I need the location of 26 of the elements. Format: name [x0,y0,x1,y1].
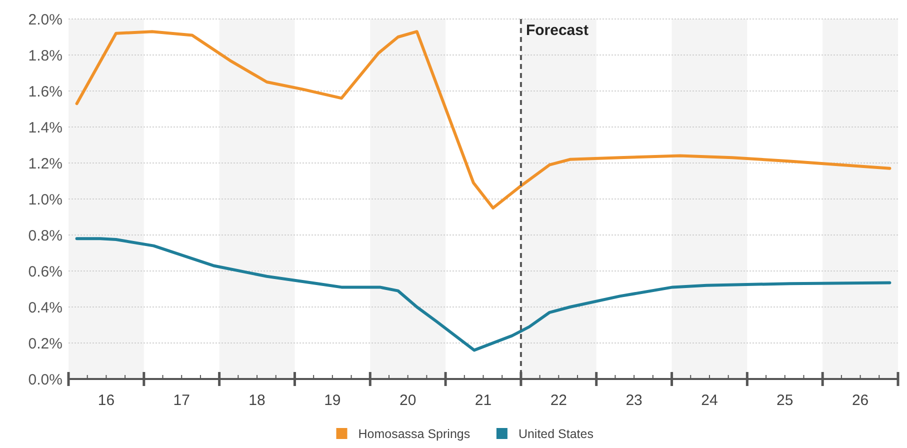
x-tick-label: 20 [399,392,416,409]
y-tick-label: 0.8% [28,227,62,244]
x-tick-label: 25 [776,392,794,409]
y-tick-label: 1.4% [28,119,62,136]
legend-label: United States [518,427,594,441]
line-series [75,237,892,352]
x-tick-label: 16 [98,392,115,409]
ref-line-label: Forecast [526,22,588,39]
x-tick-label: 17 [173,392,190,409]
y-tick-label: 0.4% [28,299,62,316]
x-tick-label: 19 [324,392,341,409]
x-tick-label: 21 [474,392,492,409]
x-tick-label: 23 [626,392,642,409]
y-tick-label: 0.0% [28,371,62,388]
x-tick-label: 24 [701,392,718,409]
x-tick-label: 26 [852,392,869,409]
y-tick-label: 0.2% [28,335,62,352]
y-tick-label: 1.2% [28,155,62,172]
x-tick-label: 22 [550,392,568,409]
y-tick-label: 1.0% [28,191,62,208]
y-tick-label: 0.6% [28,263,62,280]
y-tick-label: 2.0% [28,11,62,28]
y-tick-label: 1.6% [28,83,62,100]
y-tick-label: 1.8% [28,47,62,64]
x-tick-label: 18 [248,392,266,409]
legend-label: Homosassa Springs [358,427,470,441]
